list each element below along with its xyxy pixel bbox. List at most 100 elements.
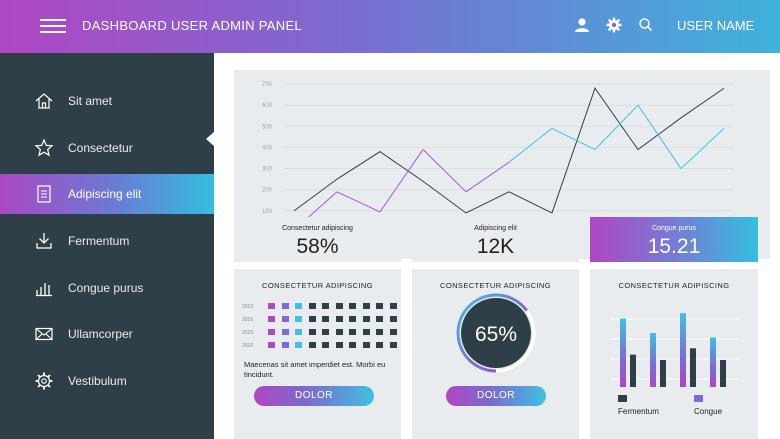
grid-square <box>362 329 370 335</box>
year-label: 2015 <box>242 330 254 336</box>
sidebar-item-ullamcorper[interactable]: Ullamcorper <box>0 314 214 354</box>
dolor-button[interactable]: DOLOR <box>254 386 374 406</box>
grid-square <box>268 316 275 322</box>
stat-value: 58% <box>296 235 339 258</box>
active-indicator <box>206 132 214 146</box>
bar-congue <box>620 318 626 387</box>
download-icon <box>36 233 52 249</box>
grid-square <box>389 342 397 348</box>
bar-fermentum <box>690 348 696 387</box>
y-tick-label: 400 <box>262 145 273 151</box>
card-title: CONSECTETUR ADIPISCING <box>618 281 730 290</box>
line-series-gradient-segment <box>637 104 682 169</box>
grid-square <box>349 316 356 322</box>
stat-card-congue: Congue purus 15.21 <box>590 217 758 262</box>
line-series-gradient-segment <box>465 161 510 193</box>
sidebar-item-label: Fermentum <box>68 234 130 248</box>
grid-square <box>308 329 316 335</box>
y-tick-label: 100 <box>262 209 273 215</box>
bar-chart <box>610 313 738 387</box>
sidebar-item-consectetur[interactable]: Consectetur <box>0 128 214 168</box>
gear-icon[interactable] <box>605 16 623 34</box>
bar-fermentum <box>630 354 636 387</box>
grid-square <box>322 342 329 348</box>
sidebar-item-label: Consectetur <box>68 141 133 155</box>
stat-card-consectetur: Consectetur adipiscing 58% <box>234 217 401 262</box>
stat-value: 12K <box>476 235 515 258</box>
bar-chart-card: CONSECTETUR ADIPISCING Fermentum Congue <box>590 269 758 439</box>
top-header: DASHBOARD USER ADMIN PANEL USER NAME <box>0 0 780 53</box>
legend-swatch-fermentum <box>618 395 627 402</box>
grid-square <box>268 303 275 309</box>
line-chart: 700 600 500 400 300 200 100 <box>262 82 734 231</box>
grid-square <box>281 303 289 309</box>
sidebar-item-congue-purus[interactable]: Congue purus <box>0 268 214 308</box>
year-label: 2010 <box>242 343 254 349</box>
legend-label-congue: Congue <box>694 407 723 416</box>
grid-square <box>322 316 329 322</box>
grid-square <box>322 303 329 309</box>
dolor-button[interactable]: DOLOR <box>446 386 546 406</box>
grid-square <box>281 316 289 322</box>
line-series-gradient-segment <box>508 128 553 163</box>
sidebar-item-adipiscing-elit[interactable]: Adipiscing elit <box>0 174 214 214</box>
bar-congue <box>650 333 656 387</box>
menu-icon[interactable] <box>40 19 66 33</box>
card-title: CONSECTETUR ADIPISCING <box>440 281 551 290</box>
sidebar-item-sit-amet[interactable]: Sit amet <box>0 81 214 121</box>
bar-congue <box>710 337 716 387</box>
grid-square <box>376 342 383 348</box>
star-icon <box>34 138 54 157</box>
donut-percent: 65% <box>475 323 517 346</box>
y-tick-label: 200 <box>262 188 273 194</box>
grid-square <box>335 329 343 335</box>
bar-congue <box>680 313 686 387</box>
y-tick-label: 500 <box>262 124 273 130</box>
grid-square <box>362 316 370 322</box>
card-title: CONSECTETUR ADIPISCING <box>262 281 373 290</box>
legend-swatch-congue <box>694 395 703 402</box>
stat-label: Consectetur adipiscing <box>282 225 353 232</box>
grid-square <box>362 342 370 348</box>
sidebar: Sit amet Consectetur Adipiscing elit Fer… <box>0 53 214 439</box>
grid-square <box>268 329 275 335</box>
grid-square <box>389 303 397 309</box>
grid-square <box>308 342 316 348</box>
gear-icon <box>35 372 53 390</box>
grid-square <box>295 316 302 322</box>
grid-square <box>376 329 383 335</box>
grid-square <box>349 329 356 335</box>
main-content: 700 600 500 400 300 200 100 Consectetur adipis… <box>214 53 780 439</box>
username[interactable]: USER NAME <box>677 18 755 33</box>
donut-chart: 65% <box>456 293 536 373</box>
app-title: DASHBOARD USER ADMIN PANEL <box>82 18 302 33</box>
line-series-gradient-segment <box>422 149 467 193</box>
grid-square <box>362 303 370 309</box>
y-tick-label: 700 <box>262 82 273 88</box>
grid-square <box>349 303 356 309</box>
grid-square <box>349 342 356 348</box>
search-icon[interactable] <box>637 16 655 34</box>
document-icon <box>37 185 51 203</box>
home-icon <box>35 93 53 109</box>
grid-square <box>268 342 275 348</box>
user-icon[interactable] <box>573 16 591 34</box>
donut-card: CONSECTETUR ADIPISCING 65% DOLOR <box>412 269 579 439</box>
grid-square <box>335 316 343 322</box>
line-series-gradient-segment <box>680 128 725 169</box>
line-series-gradient-segment <box>379 149 424 213</box>
sidebar-item-label: Vestibulum <box>68 374 127 388</box>
bar-fermentum <box>720 360 726 387</box>
y-tick-label: 600 <box>262 103 273 109</box>
mail-icon <box>35 327 53 341</box>
grid-square <box>376 316 383 322</box>
grid-square <box>335 303 343 309</box>
sidebar-item-fermentum[interactable]: Fermentum <box>0 221 214 261</box>
sidebar-item-label: Adipiscing elit <box>68 187 142 201</box>
sidebar-item-vestibulum[interactable]: Vestibulum <box>0 361 214 401</box>
grid-square <box>295 303 302 309</box>
donut-center <box>461 298 531 368</box>
line-series-gradient-segment <box>551 127 596 150</box>
bar-chart-icon <box>36 283 52 297</box>
grid-square <box>281 329 289 335</box>
